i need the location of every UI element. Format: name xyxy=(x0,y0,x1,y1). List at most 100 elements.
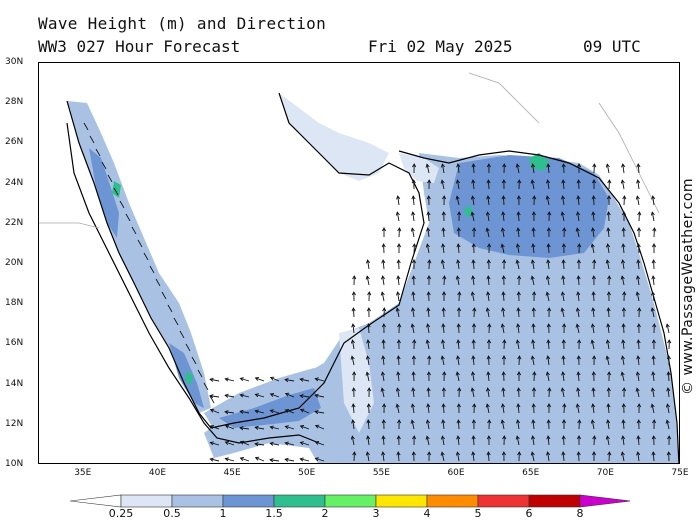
wave-arrow-head xyxy=(545,195,550,200)
lon-label: 40E xyxy=(148,468,167,478)
wave-arrow-head xyxy=(487,323,492,328)
wave-arrow xyxy=(637,276,640,286)
wave-arrow-head xyxy=(396,435,401,440)
wave-arrow xyxy=(397,276,400,286)
wave-arrow-head xyxy=(592,355,597,360)
wave-arrow-head xyxy=(545,179,551,184)
wave-arrow-head xyxy=(456,163,461,168)
wave-arrow xyxy=(225,441,235,446)
wave-arrow-head xyxy=(576,291,581,296)
wave-arrow-head xyxy=(530,179,535,184)
wave-arrow-head xyxy=(620,179,625,184)
wave-arrow xyxy=(203,382,209,391)
wave-arrow-head xyxy=(622,291,627,296)
wave-arrow xyxy=(412,388,415,398)
wave-arrow-head xyxy=(666,387,671,392)
wave-arrow-head xyxy=(650,211,655,216)
lat-label: 24N xyxy=(5,177,24,188)
wave-arrow-head xyxy=(532,291,537,296)
wave-arrow-head xyxy=(606,387,611,392)
wave-arrow xyxy=(471,212,475,222)
wave-arrow-head xyxy=(591,211,596,216)
wave-arrow-head xyxy=(314,409,319,415)
wave-arrow xyxy=(531,276,535,286)
wave-arrow xyxy=(352,307,355,318)
wave-arrow xyxy=(532,227,535,238)
wave-arrow xyxy=(442,420,445,430)
wave-arrow-head xyxy=(575,403,580,408)
wave-arrow-head xyxy=(425,435,430,440)
red-sea-green-south xyxy=(185,371,193,385)
wave-arrow xyxy=(412,195,415,206)
wave-arrow xyxy=(591,324,595,334)
wave-arrow-head xyxy=(239,393,244,398)
wave-arrow xyxy=(637,339,640,350)
wave-arrow-head xyxy=(501,275,506,280)
wave-arrow xyxy=(210,395,220,398)
wave-arrow xyxy=(456,372,460,382)
wave-arrow-head xyxy=(620,451,625,456)
wave-arrow-head xyxy=(621,323,626,328)
wave-arrow-head xyxy=(517,355,522,360)
wave-arrow xyxy=(456,196,460,206)
wave-arrow xyxy=(366,276,370,286)
wave-arrow xyxy=(382,452,385,462)
wave-arrow xyxy=(89,135,95,144)
wave-arrow-head xyxy=(591,179,597,184)
wave-arrow xyxy=(137,239,143,248)
wave-arrow-head xyxy=(455,355,461,360)
wave-arrow xyxy=(486,308,490,318)
wave-arrow-head xyxy=(576,195,581,200)
wave-arrow-head xyxy=(314,440,320,445)
wave-arrow-head xyxy=(637,211,642,216)
wave-arrow-head xyxy=(412,339,417,344)
wave-arrow xyxy=(381,372,385,382)
wave-arrow-head xyxy=(621,435,626,440)
wave-arrow-head xyxy=(471,451,476,456)
wave-arrow xyxy=(270,442,280,446)
wave-arrow xyxy=(125,213,131,222)
wave-arrow xyxy=(225,411,235,414)
wave-arrow xyxy=(300,458,310,462)
country-border-2 xyxy=(468,72,540,124)
wave-arrow-head xyxy=(515,163,520,168)
wave-arrow-head xyxy=(577,419,582,424)
wave-arrow-head xyxy=(577,243,582,248)
wave-arrow xyxy=(270,377,280,382)
wave-arrow xyxy=(240,410,250,414)
wave-arrow-head xyxy=(546,323,551,328)
model-run: WW3 027 Hour Forecast xyxy=(38,37,241,56)
wave-arrow-head xyxy=(516,403,521,408)
wave-arrow-head xyxy=(456,403,461,408)
wave-arrow xyxy=(315,411,325,414)
wave-arrow xyxy=(622,419,625,430)
wave-arrow-head xyxy=(382,307,387,312)
wave-arrow-head xyxy=(561,451,566,456)
wave-arrow-head xyxy=(546,259,551,264)
wave-arrow xyxy=(531,356,535,366)
wave-arrow xyxy=(161,291,167,300)
wave-arrow xyxy=(351,436,355,446)
wave-arrow xyxy=(270,459,280,462)
wave-arrow xyxy=(651,388,655,398)
wave-arrow xyxy=(471,196,475,206)
wave-arrow xyxy=(210,458,220,462)
wave-arrow-head xyxy=(224,410,229,415)
colorbar-label: 6 xyxy=(525,507,533,520)
wave-arrow-head xyxy=(209,457,214,462)
wave-arrow xyxy=(367,436,370,446)
wave-arrow-head xyxy=(516,227,521,232)
wave-arrow xyxy=(637,435,640,446)
wave-arrow-head xyxy=(426,307,431,312)
wave-arrow-head xyxy=(637,307,642,312)
wave-arrow-head xyxy=(516,195,521,200)
wave-arrow-head xyxy=(365,451,370,456)
wave-arrow-head xyxy=(425,419,430,424)
wave-arrow-head xyxy=(209,394,214,399)
wave-arrow-head xyxy=(562,403,567,408)
wave-arrow xyxy=(191,356,197,365)
wave-arrow-head xyxy=(607,371,612,376)
wave-arrow xyxy=(441,180,445,190)
wave-arrow xyxy=(471,388,475,398)
wave-arrow-head xyxy=(352,275,357,280)
